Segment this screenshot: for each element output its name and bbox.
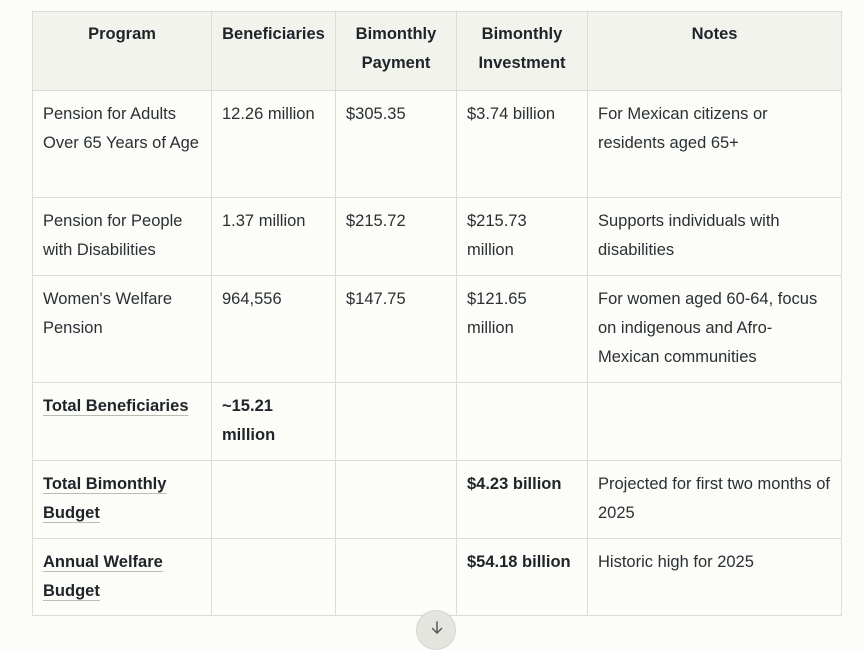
cell-beneficiaries [211,538,336,616]
cell-bimonthly-investment [456,382,588,461]
total-beneficiaries-link[interactable]: Total Beneficiaries [43,397,189,415]
header-beneficiaries: Beneficiaries [211,11,336,91]
welfare-programs-table: Program Beneficiaries Bimonthly Payment … [32,11,842,616]
table-row-total-bimonthly-budget: Total Bimonthly Budget $4.23 billion Pro… [32,460,842,539]
cell-bimonthly-payment [335,538,457,616]
header-bimonthly-investment: Bimonthly Investment [456,11,588,91]
cell-beneficiaries: 1.37 million [211,197,336,276]
cell-beneficiaries: 964,556 [211,275,336,383]
cell-program: Pension for Adults Over 65 Years of Age [32,90,212,198]
table-row: Pension for Adults Over 65 Years of Age … [32,90,842,198]
cell-bimonthly-investment: $3.74 billion [456,90,588,198]
total-bimonthly-budget-link[interactable]: Total Bimonthly Budget [43,475,167,522]
cell-notes: Historic high for 2025 [587,538,842,616]
cell-notes: For Mexican citizens or residents aged 6… [587,90,842,198]
cell-bimonthly-payment: $215.72 [335,197,457,276]
cell-beneficiaries: 12.26 million [211,90,336,198]
arrow-down-icon [431,621,443,634]
cell-program: Annual Welfare Budget [32,538,212,616]
cell-notes: For women aged 60-64, focus on indigenou… [587,275,842,383]
cell-bimonthly-payment: $305.35 [335,90,457,198]
table-row: Pension for People with Disabilities 1.3… [32,197,842,276]
cell-bimonthly-payment [335,460,457,539]
cell-notes: Projected for first two months of 2025 [587,460,842,539]
cell-bimonthly-investment: $54.18 billion [456,538,588,616]
header-notes: Notes [587,11,842,91]
cell-bimonthly-investment: $4.23 billion [456,460,588,539]
header-bimonthly-payment: Bimonthly Payment [335,11,457,91]
cell-program: Pension for People with Disabilities [32,197,212,276]
cell-bimonthly-payment [335,382,457,461]
table-row: Women's Welfare Pension 964,556 $147.75 … [32,275,842,383]
cell-bimonthly-investment: $215.73 million [456,197,588,276]
scroll-to-bottom-button[interactable] [416,610,456,650]
table-header-row: Program Beneficiaries Bimonthly Payment … [32,11,842,91]
table-row-annual-welfare-budget: Annual Welfare Budget $54.18 billion His… [32,538,842,616]
cell-beneficiaries [211,460,336,539]
cell-program: Total Bimonthly Budget [32,460,212,539]
annual-welfare-budget-link[interactable]: Annual Welfare Budget [43,553,163,600]
cell-notes: Supports individuals with disabilities [587,197,842,276]
cell-beneficiaries: ~15.21 million [211,382,336,461]
cell-notes [587,382,842,461]
cell-program: Women's Welfare Pension [32,275,212,383]
header-program: Program [32,11,212,91]
cell-program: Total Beneficiaries [32,382,212,461]
table-row-total-beneficiaries: Total Beneficiaries ~15.21 million [32,382,842,461]
cell-bimonthly-investment: $121.65 million [456,275,588,383]
cell-bimonthly-payment: $147.75 [335,275,457,383]
data-table-container: Program Beneficiaries Bimonthly Payment … [32,11,842,616]
